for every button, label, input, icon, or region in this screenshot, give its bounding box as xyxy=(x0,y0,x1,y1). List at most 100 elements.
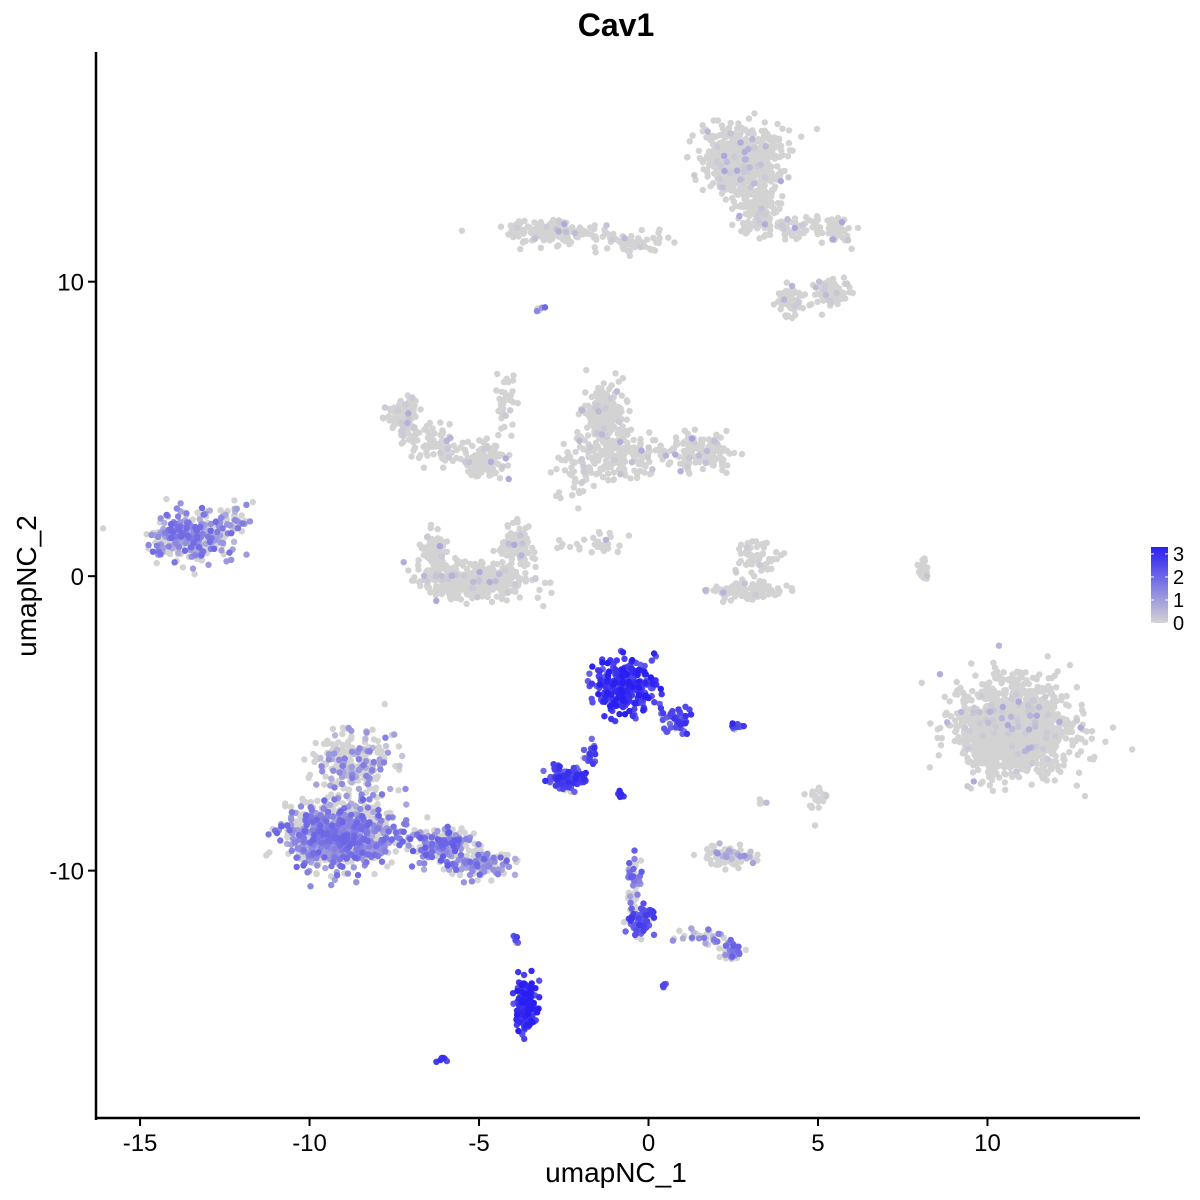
cell-point xyxy=(538,225,545,232)
cell-point xyxy=(761,540,768,547)
cell-point xyxy=(430,451,437,458)
cell-point xyxy=(784,153,792,160)
cell-point xyxy=(409,404,417,412)
cell-point xyxy=(584,432,592,439)
cell-point xyxy=(321,781,328,788)
cell-point xyxy=(429,425,436,432)
cell-point xyxy=(496,475,504,482)
cell-point xyxy=(722,196,729,203)
cell-point xyxy=(503,597,510,604)
points-layer xyxy=(99,110,1136,1066)
cell-point xyxy=(440,464,447,471)
cell-point xyxy=(818,239,825,246)
cell-point xyxy=(587,469,595,476)
cell-point xyxy=(314,797,321,804)
cell-point xyxy=(766,170,773,178)
cell-point xyxy=(1044,653,1051,660)
cell-point xyxy=(955,733,962,741)
cell-point xyxy=(566,543,574,551)
cell-point xyxy=(753,543,761,551)
cell-point xyxy=(392,848,399,855)
cell-point xyxy=(968,660,975,667)
cell-point xyxy=(1044,770,1051,777)
cell-point xyxy=(730,449,738,457)
cell-point xyxy=(738,450,746,458)
cell-point xyxy=(638,226,645,234)
cell-point xyxy=(732,589,739,596)
cell-point xyxy=(428,442,435,450)
cell-point xyxy=(652,436,659,444)
cell-point xyxy=(806,302,813,309)
cell-point xyxy=(1038,772,1046,780)
cell-point xyxy=(754,190,761,198)
cell-point xyxy=(1073,782,1081,789)
cell-point xyxy=(993,668,1001,675)
cell-point xyxy=(425,428,432,436)
cell-point xyxy=(479,463,486,471)
cell-point xyxy=(430,543,437,550)
cell-point xyxy=(619,375,627,382)
cell-point xyxy=(666,459,674,466)
cell-point xyxy=(698,441,706,448)
cell-point xyxy=(586,224,594,231)
cell-point xyxy=(405,567,412,574)
cell-point xyxy=(1058,697,1065,704)
cell-point xyxy=(773,555,780,563)
cell-point xyxy=(547,469,554,476)
cell-point xyxy=(775,135,783,142)
cell-point xyxy=(595,384,602,392)
cell-point xyxy=(414,561,422,569)
cell-point xyxy=(1002,771,1009,778)
cell-point xyxy=(486,472,493,479)
cell-point xyxy=(1056,725,1063,733)
cell-point xyxy=(937,742,945,749)
cell-point xyxy=(918,679,925,686)
cell-point xyxy=(656,235,663,242)
cell-point xyxy=(1065,728,1072,736)
cell-point xyxy=(1090,756,1097,763)
cell-point xyxy=(772,175,779,183)
cell-point xyxy=(677,460,684,467)
cell-point xyxy=(742,587,749,594)
cell-point xyxy=(672,434,680,441)
cell-point xyxy=(778,200,785,207)
cell-point xyxy=(601,228,609,235)
cell-point xyxy=(446,594,454,601)
cell-point xyxy=(473,462,480,470)
cell-point xyxy=(163,495,170,503)
cell-point xyxy=(475,585,483,593)
cell-point xyxy=(590,482,597,490)
cell-point xyxy=(372,784,380,791)
cell-point xyxy=(719,447,727,454)
cell-point xyxy=(683,154,691,161)
cell-point xyxy=(603,419,611,426)
cell-point xyxy=(550,216,557,224)
cell-point xyxy=(770,204,777,212)
cell-point xyxy=(935,752,942,759)
cell-point xyxy=(540,602,547,610)
cell-point xyxy=(471,454,479,462)
cell-point xyxy=(699,128,707,135)
cell-point xyxy=(728,187,735,194)
cell-point xyxy=(745,115,753,122)
chart-title: Cav1 xyxy=(578,7,655,43)
cell-point xyxy=(771,591,778,598)
cell-point xyxy=(501,389,508,396)
cell-point xyxy=(488,598,496,606)
cell-point xyxy=(610,476,617,483)
cell-point xyxy=(495,585,502,592)
cell-point xyxy=(457,583,465,591)
cell-point xyxy=(734,125,741,132)
cell-point xyxy=(339,730,346,738)
cell-point xyxy=(934,734,941,742)
cell-point xyxy=(737,130,744,137)
cell-point xyxy=(424,434,432,441)
cell-point xyxy=(1063,716,1070,724)
cell-point xyxy=(1109,724,1117,731)
cell-point xyxy=(976,757,983,764)
cell-point xyxy=(605,477,612,484)
cell-point xyxy=(625,532,633,539)
cell-point xyxy=(977,726,985,734)
cell-point xyxy=(946,698,953,705)
cell-point xyxy=(439,431,446,438)
